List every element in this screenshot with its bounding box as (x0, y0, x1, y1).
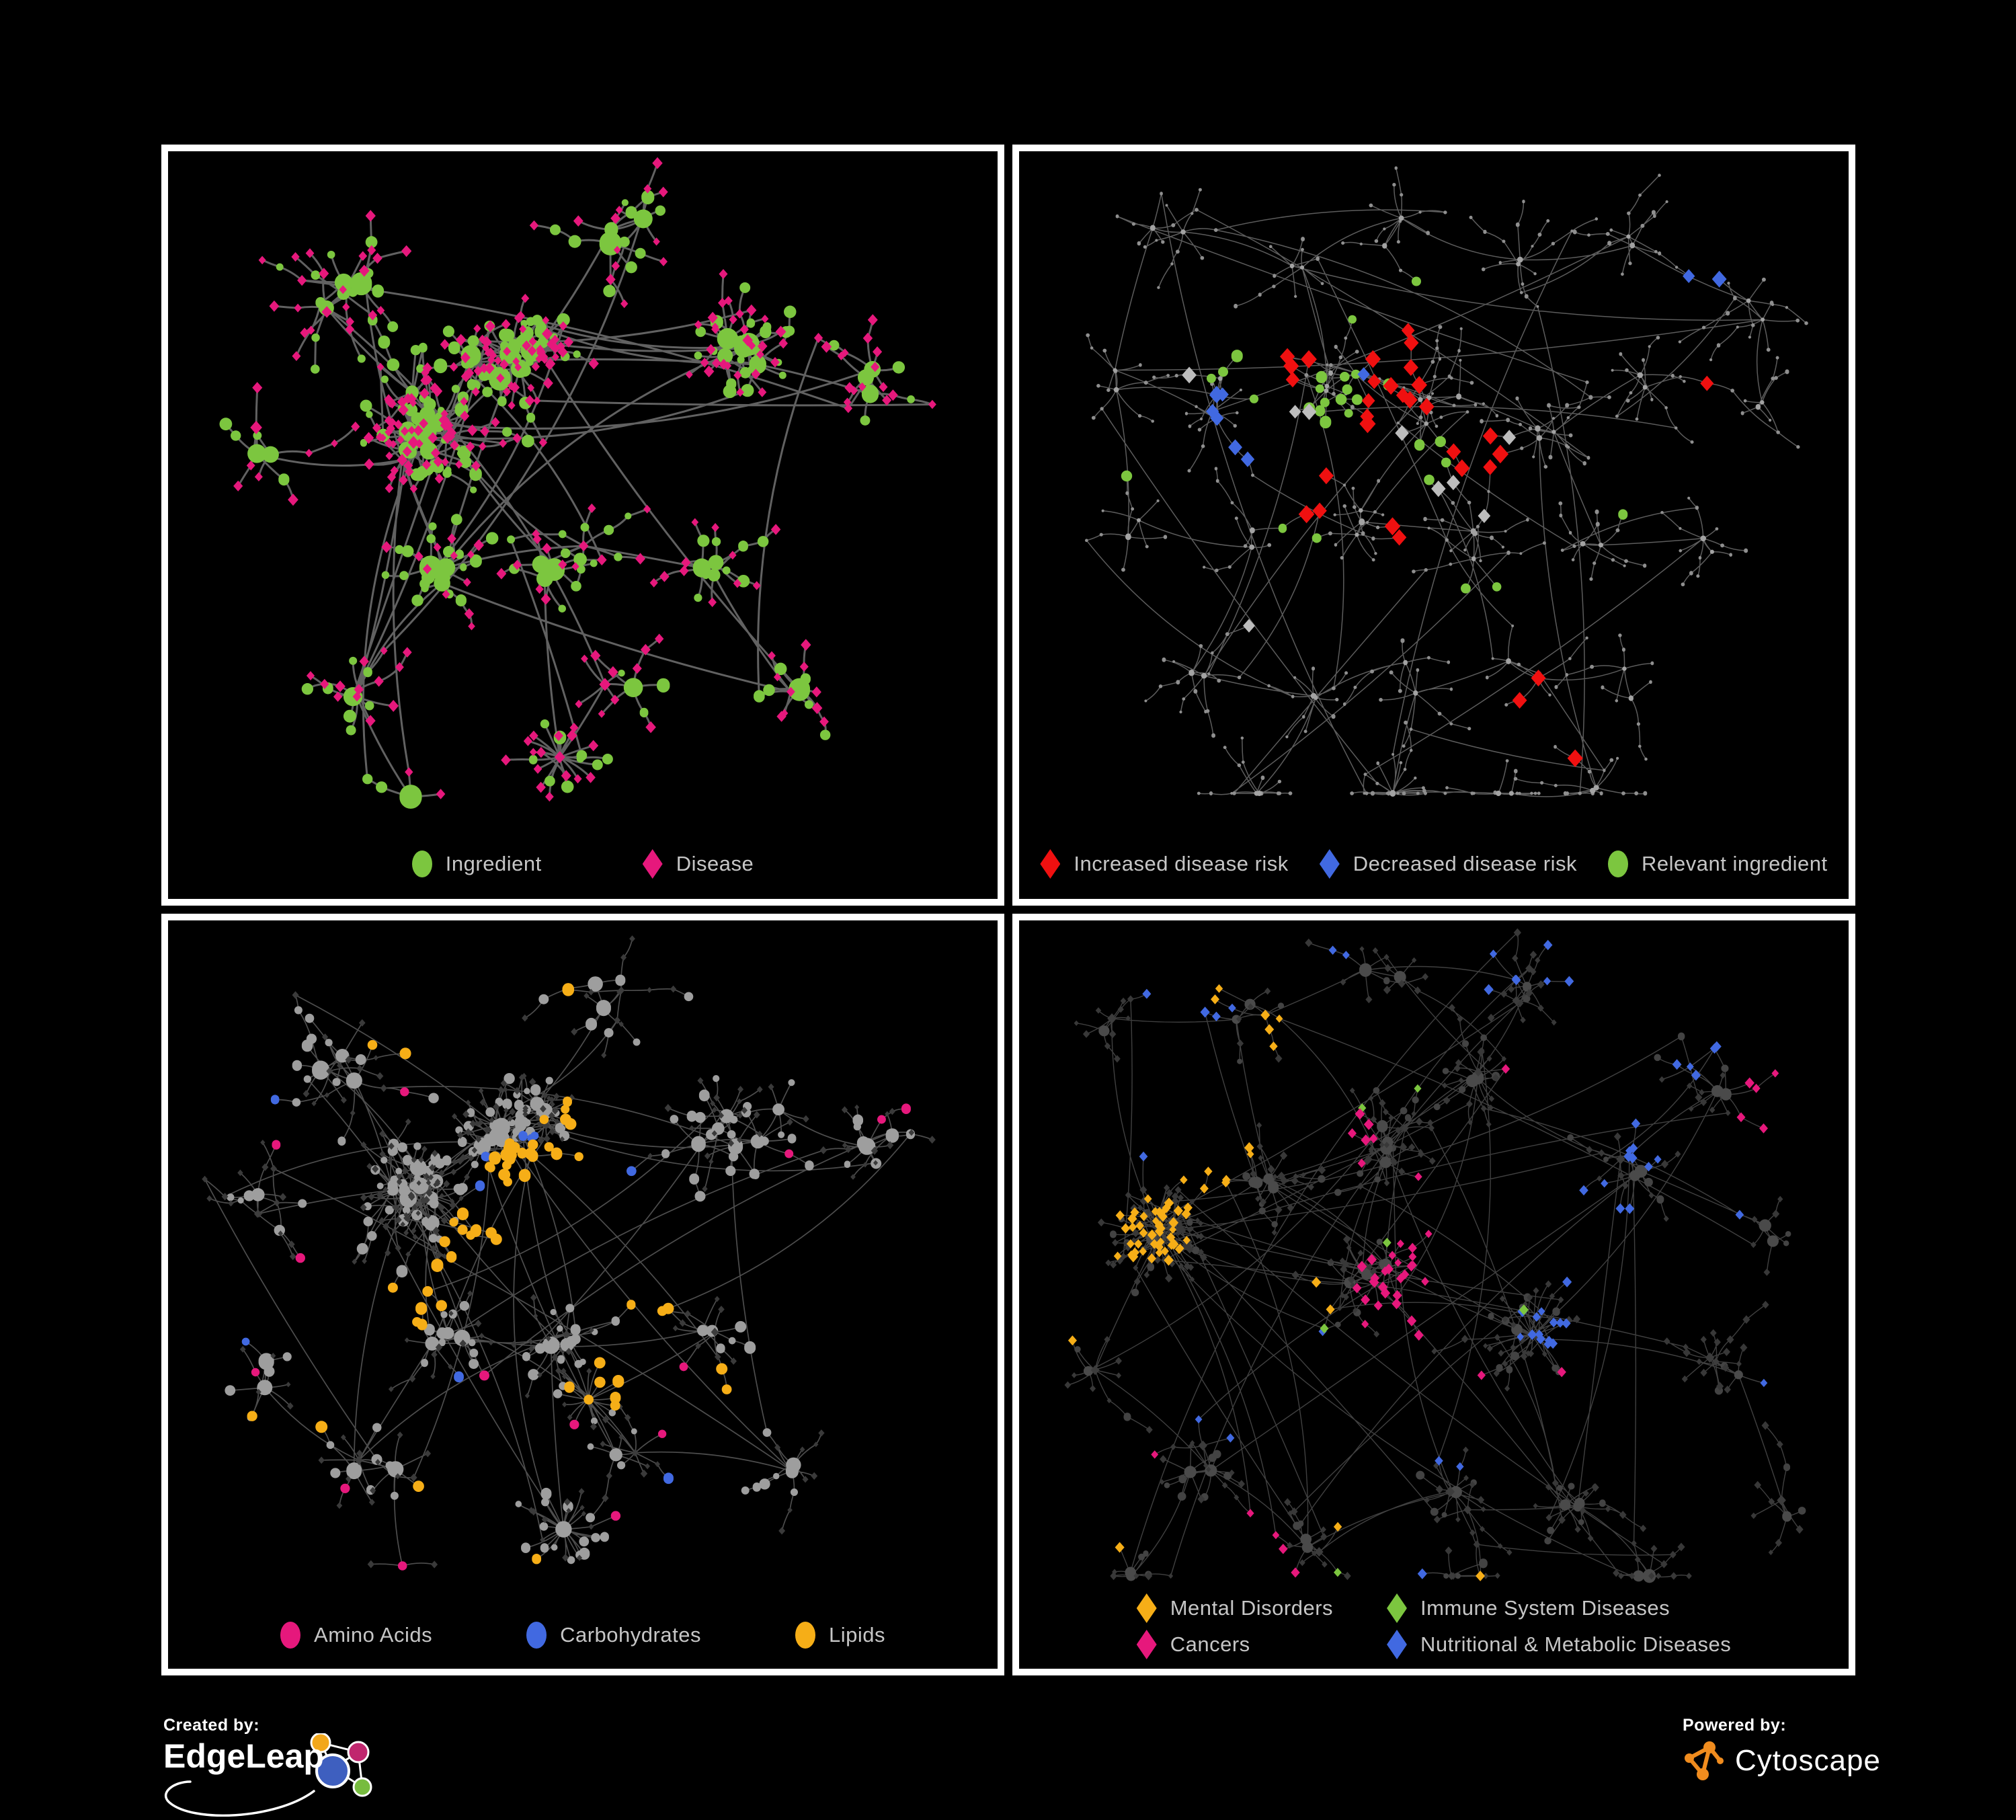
legend-item-cancers: Cancers (1136, 1630, 1250, 1659)
legend-item-lipids: Lipids (795, 1622, 885, 1649)
decreased-risk-diamond-icon (1319, 849, 1340, 879)
legend-label-increased-risk: Increased disease risk (1074, 852, 1289, 875)
edgeleap-node-orange (310, 1733, 331, 1753)
ingredient-circle-icon (411, 850, 432, 877)
panel-ingredient-disease: Ingredient Disease (161, 145, 1004, 906)
edgeleap-node-green (352, 1777, 372, 1797)
legend-label-immune-diseases: Immune System Diseases (1420, 1596, 1670, 1620)
legend-item-nutritional-metabolic: Nutritional & Metabolic Diseases (1387, 1630, 1731, 1659)
legend-item-amino-acids: Amino Acids (280, 1622, 432, 1649)
legend-label-mental-disorders: Mental Disorders (1170, 1596, 1334, 1620)
edgeleap-swoosh (164, 1780, 315, 1817)
legend-item-ingredient: Ingredient (411, 850, 542, 877)
powered-by-label: Powered by: (1683, 1716, 1787, 1735)
network-disease-risk (1085, 166, 1808, 797)
network-ingredient-classes (202, 935, 936, 1571)
legend-label-disease: Disease (676, 852, 754, 875)
legend-ingredient-disease: Ingredient Disease (168, 849, 998, 879)
legend-item-immune-diseases: Immune System Diseases (1387, 1593, 1670, 1623)
cancers-diamond-icon (1136, 1630, 1157, 1659)
legend-item-mental-disorders: Mental Disorders (1136, 1593, 1334, 1623)
legend-item-disease: Disease (642, 849, 754, 879)
cytoscape-glyph-nodes (1685, 1741, 1724, 1780)
edgeleap-node-pink (347, 1741, 370, 1764)
increased-risk-diamond-icon (1040, 849, 1061, 879)
legend-label-amino-acids: Amino Acids (314, 1623, 433, 1647)
edgeleap-glyph (164, 1733, 372, 1817)
legend-item-relevant-ingredient: Relevant ingredient (1608, 850, 1828, 877)
legend-label-ingredient: Ingredient (445, 852, 542, 875)
panel-disease-risk: Increased disease risk Decreased disease… (1012, 145, 1855, 906)
legend-item-increased-risk: Increased disease risk (1040, 849, 1288, 879)
panel-disease-classes: Mental Disorders Immune System Diseases … (1012, 914, 1855, 1675)
cytoscape-glyph (1685, 1741, 1724, 1780)
legend-label-relevant-ingredient: Relevant ingredient (1642, 852, 1828, 875)
legend-label-cancers: Cancers (1170, 1632, 1250, 1656)
network-disease-classes (1064, 928, 1806, 1583)
legend-ingredient-classes: Amino Acids Carbohydrates Lipids (168, 1622, 998, 1649)
immune-diseases-diamond-icon (1387, 1593, 1408, 1623)
legend-label-nutritional-metabolic: Nutritional & Metabolic Diseases (1420, 1632, 1732, 1656)
relevant-ingredient-circle-icon (1608, 850, 1628, 877)
edgeleap-wordmark: EdgeLeap (163, 1737, 324, 1775)
created-by-block: Created by: EdgeLeap (163, 1716, 392, 1817)
legend-item-carbohydrates: Carbohydrates (526, 1622, 701, 1649)
powered-by-block: Powered by: Cytoscape (1683, 1716, 1965, 1817)
mental-disorders-diamond-icon (1136, 1593, 1157, 1623)
legend-label-carbohydrates: Carbohydrates (560, 1623, 701, 1647)
legend-label-lipids: Lipids (828, 1623, 885, 1647)
legend-disease-classes: Mental Disorders Immune System Diseases … (1136, 1593, 1732, 1659)
lipids-circle-icon (795, 1622, 815, 1649)
created-by-label: Created by: (163, 1716, 260, 1735)
panel-ingredient-classes: Amino Acids Carbohydrates Lipids (161, 914, 1004, 1675)
legend-disease-risk: Increased disease risk Decreased disease… (1019, 849, 1849, 879)
network-ingredient-disease (219, 157, 936, 809)
legend-label-decreased-risk: Decreased disease risk (1353, 852, 1577, 875)
amino-acids-circle-icon (280, 1622, 301, 1649)
carbohydrates-circle-icon (526, 1622, 547, 1649)
legend-item-decreased-risk: Decreased disease risk (1319, 849, 1577, 879)
nutritional-metabolic-diamond-icon (1387, 1630, 1408, 1659)
cytoscape-wordmark: Cytoscape (1735, 1744, 1881, 1777)
disease-diamond-icon (642, 849, 663, 879)
edgeleap-node-blue (315, 1753, 350, 1788)
